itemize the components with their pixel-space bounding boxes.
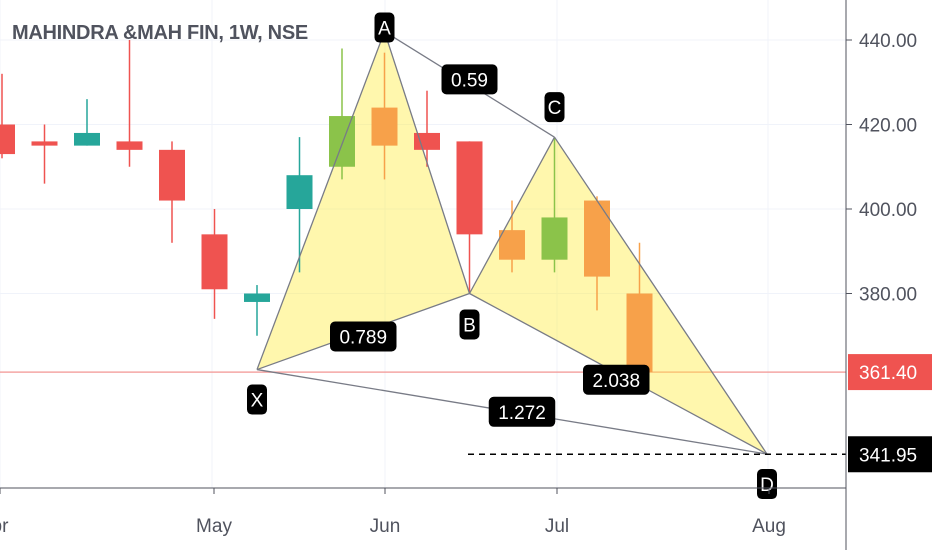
candle-body <box>286 175 313 209</box>
price-marker-341.95: 341.95 <box>859 445 917 466</box>
pattern-leg-BC <box>468 136 556 294</box>
point-label-box <box>459 309 480 340</box>
y-tick-label: 400.00 <box>859 200 917 221</box>
candle-body <box>414 132 440 150</box>
y-tick-label: 420.00 <box>859 116 917 137</box>
pattern-leg-CD <box>553 136 768 455</box>
candle-body <box>456 141 483 235</box>
candle-body <box>499 230 525 260</box>
point-label-B: B <box>463 316 476 337</box>
x-tick-label-Aug: Aug <box>752 516 786 537</box>
x-tick-label-pr: pr <box>0 516 9 537</box>
point-label-C: C <box>548 98 562 119</box>
xab-triangle <box>257 31 470 370</box>
candle-body <box>159 149 185 201</box>
candle-body <box>626 293 653 373</box>
point-label-box <box>374 12 395 43</box>
point-label-box <box>757 469 777 500</box>
ratio-label-B-D: 2.038 <box>592 371 640 392</box>
ratio-label-A-C: 0.59 <box>451 70 488 91</box>
candle-body <box>31 141 58 146</box>
candle-body <box>371 107 398 146</box>
y-tick-label: 380.00 <box>859 285 917 306</box>
ratio-label-box <box>583 364 650 395</box>
candle-body <box>244 293 270 302</box>
ratio-label-X-D: 1.272 <box>498 403 546 424</box>
ratio-label-box <box>330 321 397 352</box>
ratio-label-box <box>441 64 498 95</box>
point-label-D: D <box>760 475 774 496</box>
candle-body <box>584 200 610 277</box>
candle-body <box>0 124 15 155</box>
candle-body <box>201 234 228 290</box>
price-marker-361.40: 361.40 <box>859 363 917 384</box>
price-marker-box <box>848 354 932 391</box>
x-tick-label-Jul: Jul <box>545 516 569 537</box>
point-label-box <box>247 384 267 415</box>
ratio-label-box <box>488 396 556 427</box>
x-tick-label-Jun: Jun <box>370 516 401 537</box>
ratio-label-X-B: 0.789 <box>339 328 387 349</box>
pattern-leg-AB <box>383 31 471 294</box>
candle-body <box>116 141 143 150</box>
y-tick-label: 440.00 <box>859 31 917 52</box>
pattern-leg-XA <box>256 31 386 370</box>
point-label-box <box>544 92 565 123</box>
x-tick-label-May: May <box>196 516 232 537</box>
point-label-A: A <box>378 19 391 40</box>
bcd-triangle <box>469 137 767 455</box>
candle-body <box>74 132 100 146</box>
price-marker-box <box>848 436 932 473</box>
candle-body <box>541 217 568 260</box>
point-label-X: X <box>251 391 264 412</box>
chart-title: MAHINDRA &MAH FIN, 1W, NSE <box>12 22 308 44</box>
candle-body <box>329 116 355 167</box>
